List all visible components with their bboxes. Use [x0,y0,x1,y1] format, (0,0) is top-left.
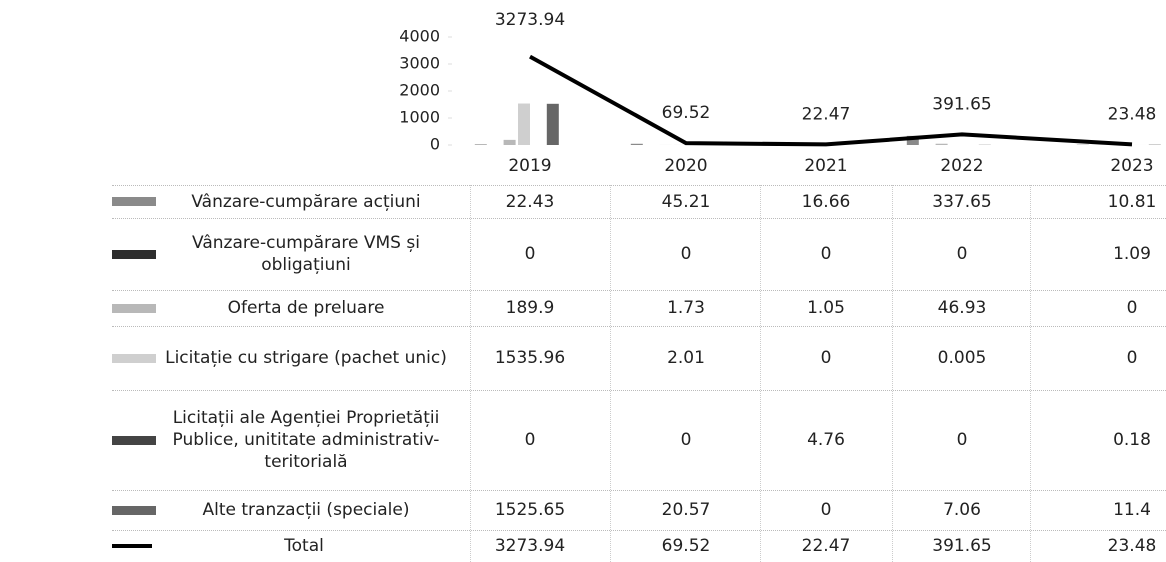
row-separator [112,218,1166,219]
row-separator [112,326,1166,327]
table-cell: 0 [820,244,832,264]
table-cell: 11.4 [1113,500,1151,520]
table-cell: 0 [820,348,832,368]
table-cell: 0 [524,244,536,264]
table-cell: 20.57 [661,500,711,520]
table-cell: 0 [1126,348,1138,368]
table-cell: 0 [956,244,968,264]
legend-label: Vânzare-cumpărare acțiuni [191,191,421,212]
column-separator [1030,185,1031,562]
table-cell: 2.01 [667,348,705,368]
legend-key [112,505,156,515]
data-label: 22.47 [802,104,851,124]
row-separator [112,530,1166,531]
bar [503,139,516,145]
table-cell: 46.93 [937,298,987,318]
y-tick-label: 3000 [399,54,440,73]
legend-key [112,303,156,313]
table-cell: 22.43 [505,191,555,212]
data-label: 23.48 [1108,104,1157,124]
data-label: 391.65 [932,94,991,114]
column-separator [610,185,611,562]
bar [518,103,530,145]
legend-label: Total [284,536,324,556]
table-cell: 189.9 [505,298,555,318]
table-cell: 0 [680,430,692,450]
x-tick-label: 2022 [940,156,983,176]
column-separator [892,185,893,562]
table-cell: 16.66 [801,191,851,212]
table-cell: 1.73 [667,298,705,318]
x-tick-label: 2023 [1110,156,1153,176]
bar [546,103,559,145]
x-tick-label: 2019 [508,156,551,176]
bar [935,143,948,145]
table-cell: 0 [956,430,968,450]
legend-key [112,249,156,259]
table-cell: 10.81 [1107,191,1157,212]
table-cell: 45.21 [661,191,711,212]
table-cell: 23.48 [1107,536,1157,556]
table-cell: 1.09 [1113,244,1151,264]
legend-label: Vânzare-cumpărare VMS și obligațiuni [192,233,420,275]
legend-entry: Oferta de preluare [112,290,452,326]
legend-label: Alte tranzacții (speciale) [202,500,410,520]
column-separator [470,185,471,562]
legend-entry: Licitații ale Agenției Proprietății Publ… [112,390,452,490]
table-cell: 0.005 [937,348,987,368]
legend-label: Licitație cu strigare (pachet unic) [165,348,447,368]
y-tick-label: 1000 [399,108,440,127]
line [529,54,1133,147]
table-cell: 1.05 [807,298,845,318]
x-tick-label: 2020 [664,156,707,176]
x-tick-label: 2021 [804,156,847,176]
bar [474,144,487,145]
bar [906,135,919,145]
table-cell: 3273.94 [494,536,566,556]
table-cell: 391.65 [932,536,992,556]
legend-label: Oferta de preluare [227,298,385,318]
y-tick-label: 2000 [399,81,440,100]
legend-label: Licitații ale Agenției Proprietății Publ… [172,408,440,472]
legend-key [112,544,152,548]
legend-entry: Licitație cu strigare (pachet unic) [112,326,452,390]
table-cell: 1535.96 [494,348,566,368]
column-separator [760,185,761,562]
row-separator [112,490,1166,491]
table-cell: 22.47 [801,536,851,556]
bar [630,143,643,145]
data-label: 69.52 [662,103,711,123]
table-cell: 337.65 [932,191,992,212]
table-cell: 69.52 [661,536,711,556]
legend-entry: Vânzare-cumpărare acțiuni [112,185,452,218]
legend-key [112,435,156,445]
table-cell: 0 [680,244,692,264]
row-separator [112,185,1166,186]
legend-key [112,197,156,206]
table-cell: 7.06 [943,500,981,520]
y-tick-label: 4000 [399,27,440,46]
data-label: 3273.94 [495,10,565,30]
legend-entry: Total [112,530,452,562]
row-separator [112,290,1166,291]
table-cell: 0.18 [1113,430,1151,450]
legend-entry: Vânzare-cumpărare VMS și obligațiuni [112,218,452,290]
legend-entry: Alte tranzacții (speciale) [112,490,452,530]
table-cell: 0 [820,500,832,520]
y-tick-label: 0 [430,135,440,154]
row-separator [112,390,1166,391]
table-cell: 0 [524,430,536,450]
table-cell: 0 [1126,298,1138,318]
legend-key [112,353,156,363]
table-cell: 1525.65 [494,500,566,520]
table-cell: 4.76 [807,430,845,450]
